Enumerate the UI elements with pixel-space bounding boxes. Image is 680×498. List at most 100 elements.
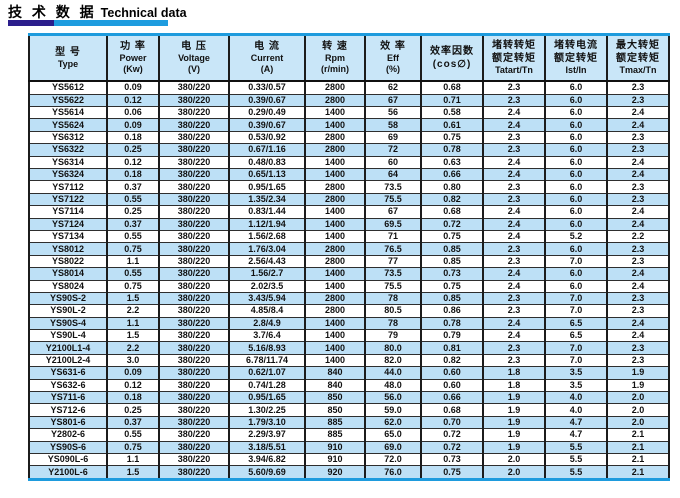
- value-cell-rpm: 2800: [304, 254, 366, 269]
- value-cell-eff: 59.0: [364, 403, 422, 417]
- table-row: Y2100L2-4 3.0 380/220 6.78/11.74 1400 82.0 0.8…: [28, 353, 670, 368]
- value-cell-voltage: 380/220: [158, 452, 230, 467]
- value-cell-voltage: 380/220: [158, 353, 230, 368]
- value-cell-tmax-tn: 2.3: [606, 93, 670, 108]
- value-cell-power: 3.0: [106, 353, 160, 368]
- value-cell-ist-in: 6.0: [544, 155, 608, 170]
- value-cell-voltage: 380/220: [158, 205, 230, 219]
- header-line: (r/min): [321, 64, 349, 75]
- value-cell-power: 1.1: [106, 254, 160, 269]
- value-cell-power: 1.5: [106, 291, 160, 306]
- table-row: YS7134 0.55 380/220 1.56/2.68 1400 71 0.75 2.4 5…: [28, 229, 670, 244]
- value-cell-power: 0.06: [106, 106, 160, 120]
- value-cell-current: 2.8/4.9: [228, 316, 306, 331]
- value-cell-tstart-tn: 1.9: [482, 440, 546, 454]
- value-cell-eff: 71: [364, 229, 422, 244]
- value-cell-current: 2.02/3.5: [228, 279, 306, 293]
- table-row: Y2100L1-4 2.2 380/220 5.16/8.93 1400 80.0 0.81…: [28, 341, 670, 355]
- model-cell: YS6314: [28, 155, 108, 170]
- table-row: YS090L-6 1.1 380/220 3.94/6.82 910 72.0 0.73 2.…: [28, 452, 670, 467]
- value-cell-tstart-tn: 2.4: [482, 106, 546, 120]
- value-cell-ist-in: 6.0: [544, 106, 608, 120]
- header-line: Tatart/Tn: [495, 65, 533, 75]
- value-cell-ist-in: 3.5: [544, 378, 608, 393]
- value-cell-power-factor: 0.82: [420, 192, 484, 207]
- value-cell-ist-in: 6.5: [544, 329, 608, 343]
- table-row: YS8012 0.75 380/220 1.76/3.04 2800 76.5 0.85 2.…: [28, 242, 670, 256]
- value-cell-power-factor: 0.73: [420, 452, 484, 467]
- value-cell-voltage: 380/220: [158, 106, 230, 120]
- value-cell-current: 5.60/9.69: [228, 465, 306, 480]
- table-row: YS5622 0.12 380/220 0.39/0.67 2800 67 0.71 2.3 6…: [28, 93, 670, 108]
- value-cell-rpm: 840: [304, 366, 366, 380]
- value-cell-ist-in: 4.0: [544, 390, 608, 405]
- header-line: (cos∅): [432, 58, 472, 70]
- value-cell-tmax-tn: 2.4: [606, 316, 670, 331]
- value-cell-current: 0.53/0.92: [228, 130, 306, 145]
- value-cell-power: 0.09: [106, 118, 160, 132]
- value-cell-tmax-tn: 2.0: [606, 390, 670, 405]
- value-cell-voltage: 380/220: [158, 378, 230, 393]
- value-cell-ist-in: 5.5: [544, 440, 608, 454]
- table-row: YS8014 0.55 380/220 1.56/2.7 1400 73.5 0.73 2.4…: [28, 267, 670, 281]
- column-header-rpm: 转 速 Rpm (r/min): [304, 34, 366, 83]
- value-cell-tstart-tn: 2.3: [482, 130, 546, 145]
- value-cell-voltage: 380/220: [158, 143, 230, 157]
- value-cell-ist-in: 3.5: [544, 366, 608, 380]
- header-line: Current: [250, 52, 284, 63]
- value-cell-voltage: 380/220: [158, 155, 230, 170]
- value-cell-tstart-tn: 2.3: [482, 93, 546, 108]
- value-cell-power-factor: 0.60: [420, 378, 484, 393]
- value-cell-power-factor: 0.70: [420, 415, 484, 430]
- value-cell-power-factor: 0.78: [420, 143, 484, 157]
- value-cell-voltage: 380/220: [158, 428, 230, 442]
- table-row: YS6322 0.25 380/220 0.67/1.16 2800 72 0.78 2.3 6…: [28, 143, 670, 157]
- table-row: YS7124 0.37 380/220 1.12/1.94 1400 69.5 0.72 2.…: [28, 217, 670, 231]
- column-header-current: 电 流 Current (A): [228, 34, 306, 83]
- value-cell-power: 0.75: [106, 279, 160, 293]
- value-cell-tstart-tn: 2.4: [482, 118, 546, 132]
- value-cell-tstart-tn: 1.9: [482, 415, 546, 430]
- value-cell-power: 1.5: [106, 465, 160, 480]
- header-line: 型 号: [55, 46, 81, 58]
- value-cell-power: 0.37: [106, 415, 160, 430]
- header-line: 效率因数: [430, 45, 474, 57]
- value-cell-tmax-tn: 2.1: [606, 452, 670, 467]
- value-cell-power: 0.75: [106, 440, 160, 454]
- value-cell-tstart-tn: 2.3: [482, 341, 546, 355]
- value-cell-rpm: 1400: [304, 267, 366, 281]
- value-cell-eff: 67: [364, 93, 422, 108]
- value-cell-tstart-tn: 2.0: [482, 465, 546, 480]
- value-cell-rpm: 2800: [304, 180, 366, 194]
- header-line: 转 速: [322, 40, 348, 52]
- value-cell-power: 1.1: [106, 452, 160, 467]
- value-cell-current: 1.79/3.10: [228, 415, 306, 430]
- value-cell-rpm: 2800: [304, 130, 366, 145]
- value-cell-current: 0.65/1.13: [228, 167, 306, 182]
- value-cell-voltage: 380/220: [158, 267, 230, 281]
- value-cell-tstart-tn: 2.4: [482, 167, 546, 182]
- model-cell: YS90S-6: [28, 440, 108, 454]
- value-cell-voltage: 380/220: [158, 390, 230, 405]
- value-cell-ist-in: 4.0: [544, 403, 608, 417]
- table-row: YS632-6 0.12 380/220 0.74/1.28 840 48.0 0.60 1.…: [28, 378, 670, 393]
- value-cell-tmax-tn: 2.1: [606, 465, 670, 480]
- value-cell-rpm: 910: [304, 440, 366, 454]
- value-cell-current: 2.29/3.97: [228, 428, 306, 442]
- value-cell-current: 4.85/8.4: [228, 304, 306, 318]
- header-line: 电 压: [181, 40, 207, 52]
- value-cell-ist-in: 7.0: [544, 353, 608, 368]
- value-cell-tmax-tn: 2.4: [606, 267, 670, 281]
- value-cell-rpm: 885: [304, 428, 366, 442]
- value-cell-rpm: 910: [304, 452, 366, 467]
- value-cell-voltage: 380/220: [158, 80, 230, 95]
- value-cell-current: 0.39/0.67: [228, 93, 306, 108]
- value-cell-current: 3.43/5.94: [228, 291, 306, 306]
- value-cell-power: 0.75: [106, 242, 160, 256]
- value-cell-current: 0.95/1.65: [228, 390, 306, 405]
- value-cell-voltage: 380/220: [158, 192, 230, 207]
- value-cell-eff: 73.5: [364, 267, 422, 281]
- model-cell: YS90S-4: [28, 316, 108, 331]
- value-cell-power: 0.55: [106, 428, 160, 442]
- value-cell-tmax-tn: 2.3: [606, 180, 670, 194]
